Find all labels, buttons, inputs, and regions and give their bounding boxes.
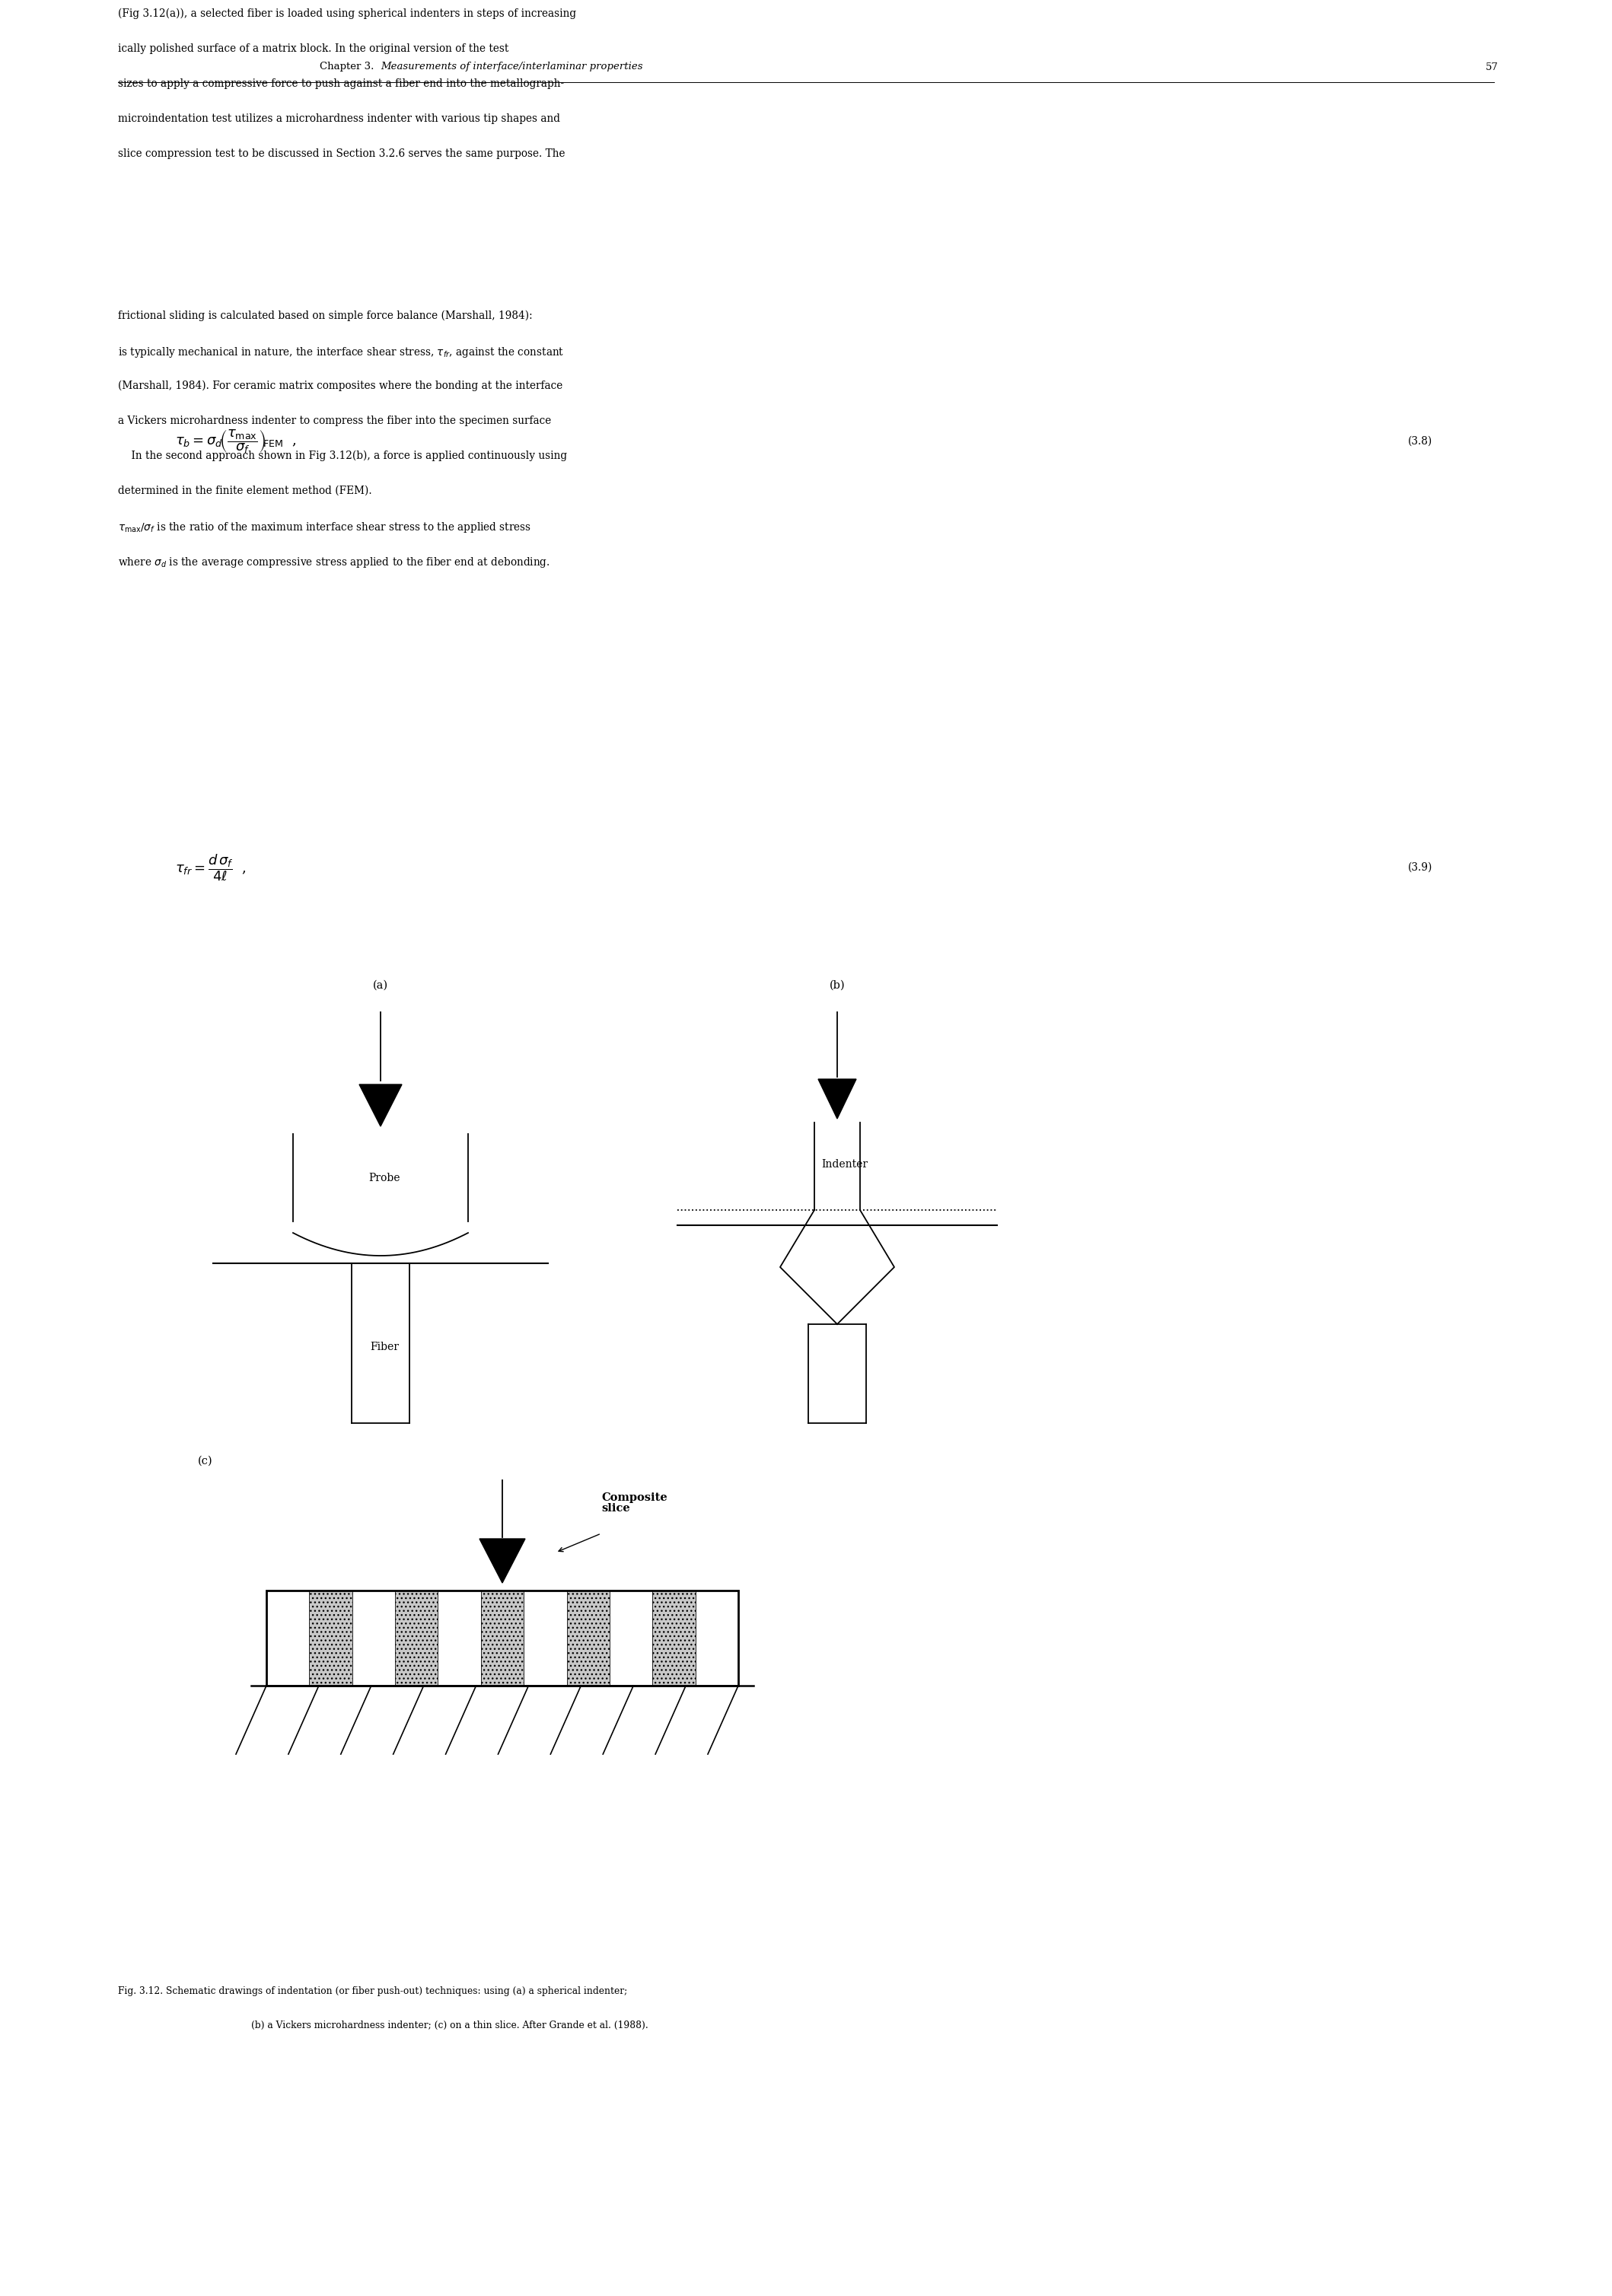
- Bar: [310, 1591, 351, 1685]
- Bar: [695, 1591, 738, 1685]
- Text: sizes to apply a compressive force to push against a fiber end into the metallog: sizes to apply a compressive force to pu…: [118, 78, 564, 90]
- Text: (b): (b): [829, 980, 845, 992]
- Text: Indenter: Indenter: [822, 1159, 869, 1169]
- Text: (Marshall, 1984). For ceramic matrix composites where the bonding at the interfa: (Marshall, 1984). For ceramic matrix com…: [118, 381, 563, 390]
- Text: ically polished surface of a matrix block. In the original version of the test: ically polished surface of a matrix bloc…: [118, 44, 509, 55]
- Text: a Vickers microhardness indenter to compress the fiber into the specimen surface: a Vickers microhardness indenter to comp…: [118, 416, 551, 427]
- Text: (c): (c): [198, 1456, 213, 1467]
- Text: microindentation test utilizes a microhardness indenter with various tip shapes : microindentation test utilizes a microha…: [118, 113, 559, 124]
- Bar: [609, 1591, 653, 1685]
- Text: frictional sliding is calculated based on simple force balance (Marshall, 1984):: frictional sliding is calculated based o…: [118, 310, 532, 321]
- Text: slice compression test to be discussed in Section 3.2.6 serves the same purpose.: slice compression test to be discussed i…: [118, 149, 566, 158]
- Text: Composite: Composite: [601, 1492, 667, 1504]
- Text: $\tau_b = \sigma_d\!\left(\dfrac{\tau_{\mathrm{max}}}{\sigma_f}\right)_{\!\!\mat: $\tau_b = \sigma_d\!\left(\dfrac{\tau_{\…: [176, 427, 297, 455]
- Text: $\tau_{\mathrm{max}}/\sigma_f$ is the ratio of the maximum interface shear stres: $\tau_{\mathrm{max}}/\sigma_f$ is the ra…: [118, 521, 532, 535]
- Polygon shape: [359, 1084, 401, 1127]
- Bar: [438, 1591, 480, 1685]
- Bar: [266, 1591, 738, 1685]
- Text: Fig. 3.12. Schematic drawings of indentation (or fiber push-out) techniques: usi: Fig. 3.12. Schematic drawings of indenta…: [118, 1986, 627, 1995]
- Bar: [567, 1591, 609, 1685]
- Text: where $\sigma_d$ is the average compressive stress applied to the fiber end at d: where $\sigma_d$ is the average compress…: [118, 556, 550, 569]
- Text: (3.9): (3.9): [1407, 863, 1433, 872]
- Text: Measurements of interface/interlaminar properties: Measurements of interface/interlaminar p…: [380, 62, 643, 71]
- Polygon shape: [819, 1079, 856, 1118]
- Polygon shape: [479, 1538, 526, 1582]
- Text: (3.8): (3.8): [1407, 436, 1433, 448]
- Bar: [351, 1591, 395, 1685]
- Text: (a): (a): [372, 980, 388, 992]
- Text: Probe: Probe: [369, 1173, 400, 1182]
- Text: $\tau_{fr} = \dfrac{d\,\sigma_f}{4\ell}$  ,: $\tau_{fr} = \dfrac{d\,\sigma_f}{4\ell}$…: [176, 852, 247, 882]
- Text: 57: 57: [1485, 62, 1498, 71]
- Bar: [395, 1591, 438, 1685]
- Text: slice: slice: [601, 1504, 630, 1513]
- Text: In the second approach shown in Fig 3.12(b), a force is applied continuously usi: In the second approach shown in Fig 3.12…: [118, 450, 567, 461]
- Text: is typically mechanical in nature, the interface shear stress, $\tau_{fr}$, agai: is typically mechanical in nature, the i…: [118, 344, 564, 358]
- Bar: [524, 1591, 567, 1685]
- Text: Fiber: Fiber: [369, 1341, 398, 1352]
- Text: (Fig 3.12(a)), a selected fiber is loaded using spherical indenters in steps of : (Fig 3.12(a)), a selected fiber is loade…: [118, 9, 575, 18]
- Bar: [480, 1591, 524, 1685]
- Bar: [653, 1591, 695, 1685]
- Text: Chapter 3.: Chapter 3.: [319, 62, 380, 71]
- Text: (b) a Vickers microhardness indenter; (c) on a thin slice. After Grande et al. (: (b) a Vickers microhardness indenter; (c…: [251, 2020, 648, 2030]
- Text: determined in the finite element method (FEM).: determined in the finite element method …: [118, 484, 372, 496]
- Bar: [266, 1591, 310, 1685]
